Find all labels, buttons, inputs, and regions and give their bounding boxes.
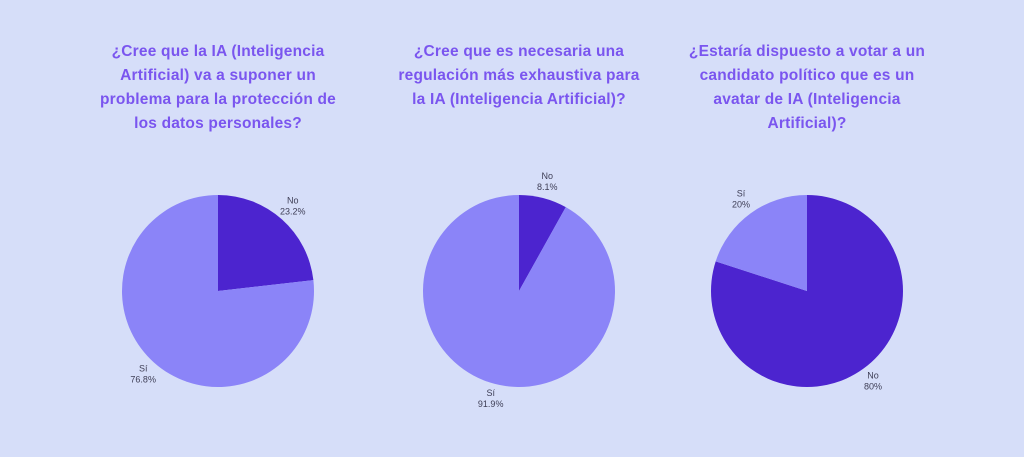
slice-label-name: Sí	[486, 388, 495, 398]
slice-label-value: 23.2%	[280, 207, 306, 217]
slice-label-value: 80%	[864, 381, 882, 391]
slice-label-name: No	[867, 370, 879, 380]
pie-slice-no	[711, 195, 903, 388]
pie-slice-si	[422, 195, 615, 387]
slice-label-name: No	[287, 196, 299, 206]
chart-title-candidato-avatar: ¿Estaría dispuesto a votar a un candidat…	[688, 43, 926, 132]
pie-slice-no	[519, 195, 566, 291]
slice-label-name: Sí	[737, 189, 746, 199]
pie-slice-si	[715, 195, 807, 291]
chart-group-datos-personales: ¿Cree que la IA (Inteligencia Artificial…	[68, 0, 368, 457]
pie-slice-si	[122, 195, 315, 387]
slice-label-value: 20%	[732, 200, 750, 210]
slice-label-name: Sí	[139, 363, 148, 373]
slice-label-value: 76.8%	[130, 374, 156, 384]
slice-label-name: No	[542, 171, 554, 181]
chart-title-regulacion: ¿Cree que es necesaria una regulación má…	[398, 43, 640, 108]
slice-label-value: 91.9%	[478, 399, 504, 409]
pie-slice-no	[218, 195, 314, 291]
chart-group-regulacion: ¿Cree que es necesaria una regulación má…	[369, 0, 669, 457]
slice-label-value: 8.1%	[537, 182, 558, 192]
chart-title-datos-personales: ¿Cree que la IA (Inteligencia Artificial…	[100, 43, 336, 132]
chart-group-candidato-avatar: ¿Estaría dispuesto a votar a un candidat…	[657, 0, 957, 457]
